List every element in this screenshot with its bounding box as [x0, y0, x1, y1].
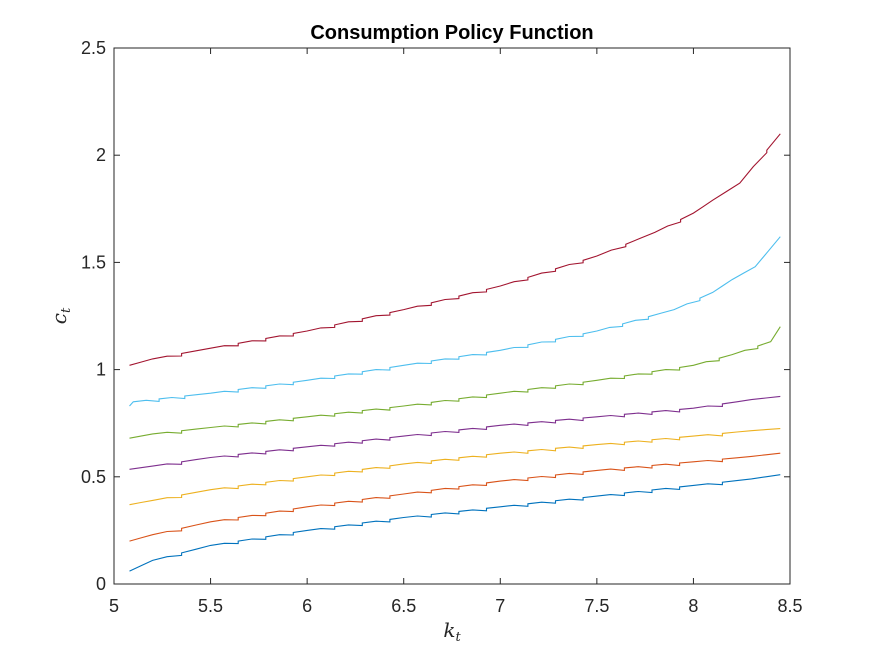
x-tick-label: 8.5 [777, 596, 802, 616]
series-line-2 [129, 452, 781, 542]
y-tick-label: 1.5 [81, 252, 106, 272]
chart-title: Consumption Policy Function [310, 22, 593, 44]
x-tick-label: 5.5 [198, 596, 223, 616]
series-line-1 [129, 474, 781, 572]
plot-area [114, 48, 790, 584]
x-tick-label: 6.5 [391, 596, 416, 616]
x-tick-label: 5 [109, 596, 119, 616]
y-axis-ticks: 0 0.5 1 1.5 2 2.5 [81, 38, 790, 594]
x-axis-label: kt [443, 618, 461, 645]
y-tick-label: 2.5 [81, 38, 106, 58]
x-tick-label: 7 [495, 596, 505, 616]
x-tick-label: 8 [688, 596, 698, 616]
y-tick-label: 0 [96, 574, 106, 594]
y-tick-label: 2 [96, 145, 106, 165]
y-axis-label: ct [47, 307, 74, 324]
y-tick-label: 1 [96, 360, 106, 380]
series-line-6 [129, 236, 781, 407]
series-line-5 [129, 326, 781, 439]
series-layer [129, 133, 781, 572]
axes-box [113, 47, 791, 585]
y-axis-label-base: c [47, 313, 71, 324]
x-axis-label-base: k [443, 618, 455, 642]
series-line-3 [129, 428, 781, 506]
x-tick-label: 6 [302, 596, 312, 616]
series-line-7 [129, 133, 781, 366]
x-axis-ticks: 5 5.5 6 6.5 7 7.5 8 8.5 [109, 48, 803, 616]
y-tick-label: 0.5 [81, 467, 106, 487]
x-axis-label-sub: t [455, 630, 461, 645]
series-line-4 [129, 395, 781, 470]
y-axis-label-sub: t [59, 307, 74, 313]
x-tick-label: 7.5 [584, 596, 609, 616]
